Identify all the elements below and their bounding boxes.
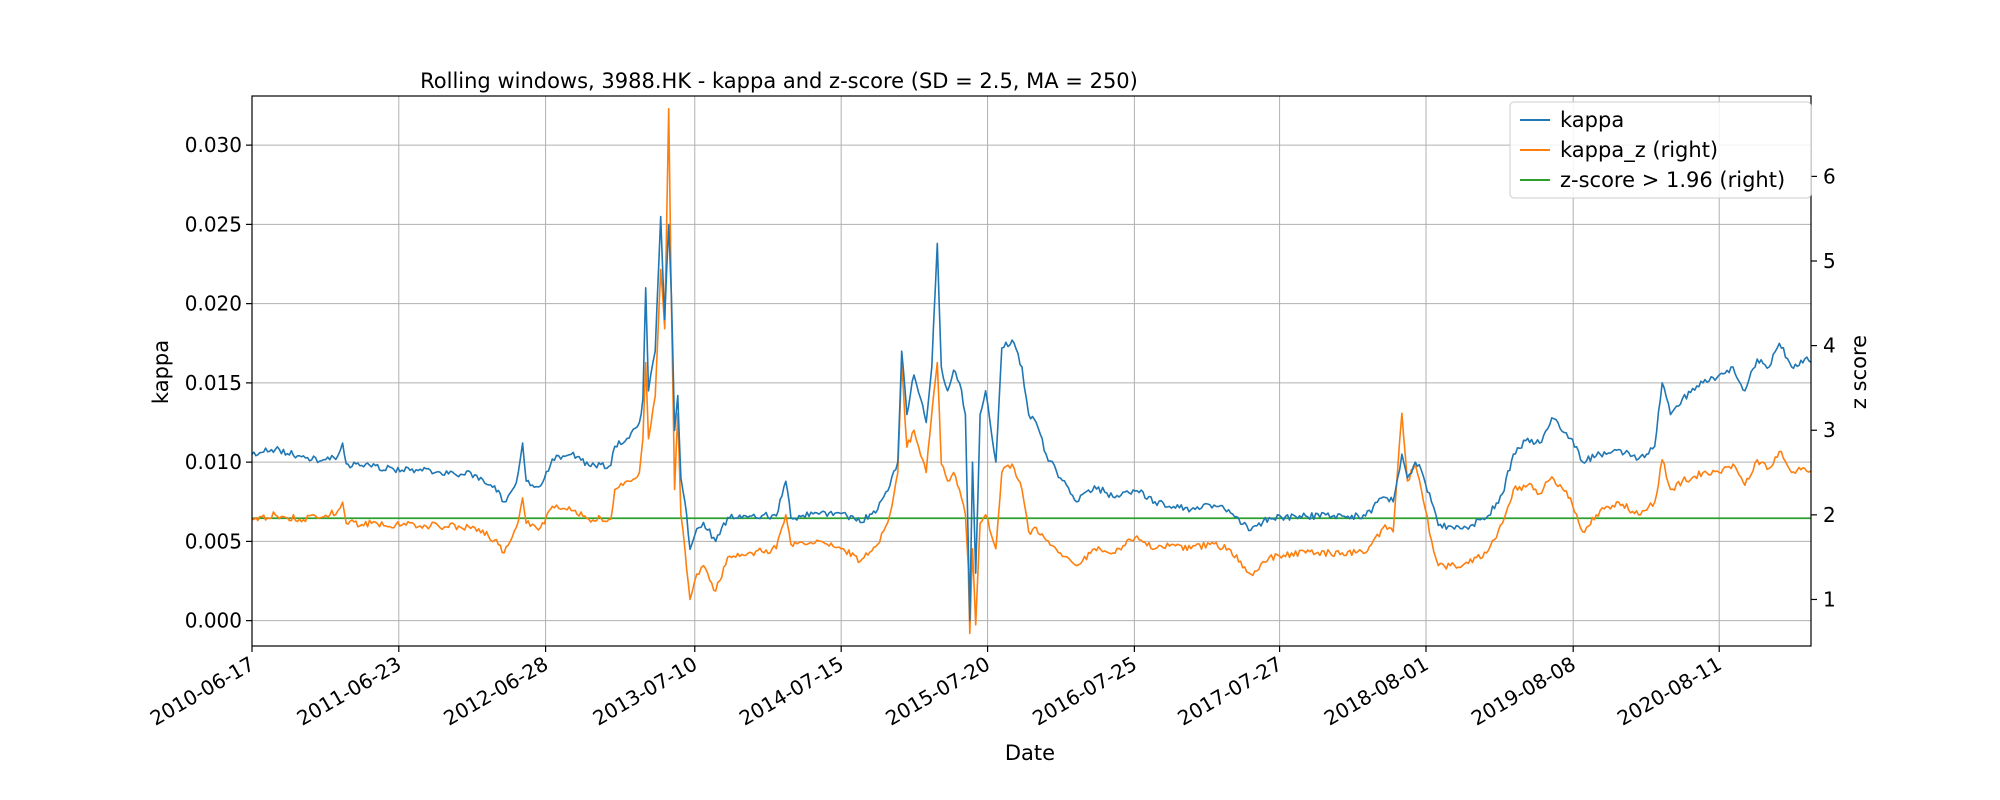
y-tick-label: 0.000 bbox=[185, 609, 242, 633]
legend-label-threshold: z-score > 1.96 (right) bbox=[1560, 168, 1785, 192]
y2-tick-label: 5 bbox=[1823, 249, 1836, 273]
legend-label-kappa-z: kappa_z (right) bbox=[1560, 138, 1718, 163]
kappa-z-line bbox=[251, 107, 1812, 635]
y-tick-label: 0.005 bbox=[185, 529, 242, 553]
y-tick-label: 0.030 bbox=[185, 133, 242, 157]
plot-frame bbox=[251, 95, 1812, 647]
y2-tick-label: 1 bbox=[1823, 587, 1836, 611]
y-tick-label: 0.010 bbox=[185, 450, 242, 474]
x-axis-label: Date bbox=[1005, 741, 1055, 765]
legend-label-kappa: kappa bbox=[1560, 108, 1624, 132]
legend: kappa kappa_z (right) z-score > 1.96 (ri… bbox=[1509, 101, 1812, 199]
y-axis-right-label: z score bbox=[1847, 335, 1871, 409]
kappa-line bbox=[251, 215, 1812, 622]
y2-tick-label: 2 bbox=[1823, 503, 1836, 527]
y-tick-label: 0.020 bbox=[185, 292, 242, 316]
y2-tick-label: 6 bbox=[1823, 164, 1836, 188]
y-tick-label: 0.015 bbox=[185, 371, 242, 395]
legend-box bbox=[1509, 101, 1812, 199]
y-tick-label: 0.025 bbox=[185, 212, 242, 236]
y-axis-right-ticks: 1 2 3 4 5 6 bbox=[1811, 164, 1836, 611]
y-axis-left-ticks: 0.000 0.005 0.010 0.015 0.020 0.025 0.030 bbox=[185, 133, 252, 633]
chart-title: Rolling windows, 3988.HK - kappa and z-s… bbox=[420, 69, 1138, 93]
grid bbox=[251, 96, 1811, 646]
y2-tick-label: 3 bbox=[1823, 418, 1836, 442]
y2-tick-label: 4 bbox=[1823, 334, 1836, 358]
y-axis-left-label: kappa bbox=[149, 340, 173, 404]
